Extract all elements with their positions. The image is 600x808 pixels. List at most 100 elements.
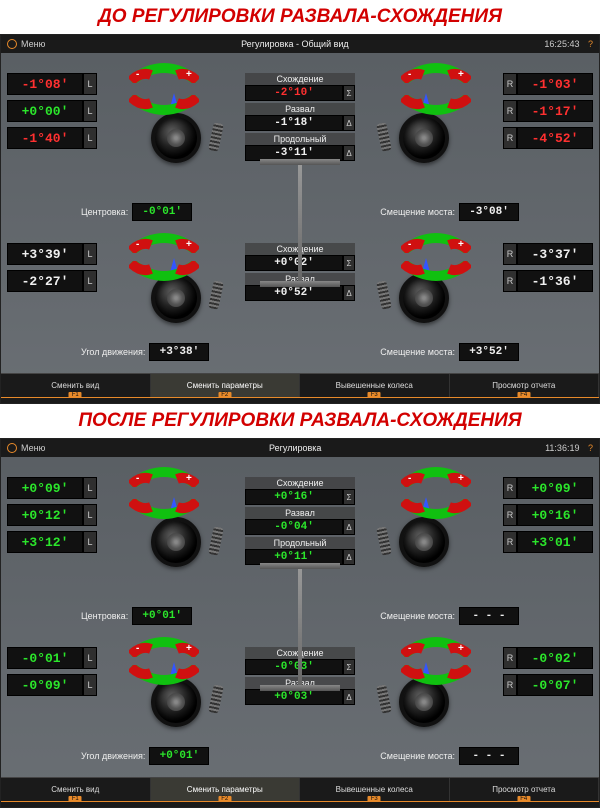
- delta-tag: Δ: [343, 689, 355, 705]
- bot-label: Центровка:: [81, 207, 128, 217]
- svg-text:+: +: [186, 239, 192, 250]
- jacked-wheels-button[interactable]: Вывешенные колесаF3: [300, 778, 450, 801]
- wheel-front-left-graphic: [151, 517, 201, 567]
- app-header: Меню Регулировка - Общий вид 16:25:43 ?: [1, 35, 599, 53]
- svg-text:+: +: [186, 643, 192, 654]
- spring-graphic: [208, 122, 224, 151]
- value-box: +0°01': [132, 607, 192, 625]
- delta-tag: Δ: [343, 519, 355, 535]
- jacked-wheels-button[interactable]: Вывешенные колесаF3: [300, 374, 450, 397]
- sum-tag: Σ: [343, 659, 355, 675]
- bot-label: Смещение моста:: [380, 207, 455, 217]
- panel-before: Меню Регулировка - Общий вид 16:25:43 ? …: [0, 34, 600, 404]
- app-header: Меню Регулировка 11:36:19 ?: [1, 439, 599, 457]
- value-box: +0°16': [517, 504, 593, 526]
- footer-toolbar: Сменить видF1 Сменить параметрыF2 Вывеше…: [1, 373, 599, 397]
- rear-thrust-angle: Угол движения: +3°38': [81, 343, 209, 361]
- spring-graphic: [376, 684, 392, 713]
- header-title: Регулировка - Общий вид: [45, 39, 544, 49]
- gauge-arc: [129, 665, 199, 687]
- bot-label: Угол движения:: [81, 347, 145, 357]
- front-centering: Центровка: -0°01': [81, 203, 192, 221]
- front-right-values: -1°03'R -1°17'R -4°52'R: [503, 73, 593, 154]
- value-box: +0°02': [245, 255, 343, 271]
- change-params-button[interactable]: Сменить параметрыF2: [151, 778, 301, 801]
- svg-text:+: +: [186, 473, 192, 484]
- value-box: -1°18': [245, 115, 343, 131]
- rear-axle-offset: Смещение моста: +3°52': [380, 343, 519, 361]
- gauge-arc: -+: [401, 465, 471, 487]
- front-left-values: +0°09'L +0°12'L +3°12'L: [7, 477, 97, 558]
- side-tag: R: [503, 674, 517, 696]
- menu-label[interactable]: Меню: [21, 443, 45, 453]
- fn-label: F2: [218, 796, 231, 802]
- fn-label: F2: [218, 392, 231, 398]
- gauge-arc: -+: [401, 635, 471, 657]
- front-center-values: Схождение -2°10'Σ Развал -1°18'Δ Продоль…: [245, 73, 355, 163]
- sum-tag: Σ: [343, 489, 355, 505]
- value-box: +0°52': [245, 285, 343, 301]
- svg-text:-: -: [408, 69, 411, 80]
- gauge-arc: -+: [129, 635, 199, 657]
- value-box: -0°02': [517, 647, 593, 669]
- gauge-arc: -+: [129, 465, 199, 487]
- rear-right-values: -0°02'R -0°07'R: [503, 647, 593, 701]
- svg-text:-: -: [136, 473, 139, 484]
- fn-label: F3: [368, 392, 381, 398]
- delta-tag: Δ: [343, 549, 355, 565]
- svg-text:+: +: [186, 69, 192, 80]
- value-box: -1°36': [517, 270, 593, 292]
- help-icon[interactable]: ?: [588, 443, 593, 453]
- menu-icon[interactable]: [7, 39, 17, 49]
- view-report-button[interactable]: Просмотр отчетаF4: [450, 374, 600, 397]
- svg-text:+: +: [458, 643, 464, 654]
- value-box: -1°17': [517, 100, 593, 122]
- value-box: +3°38': [149, 343, 209, 361]
- fn-label: F4: [517, 796, 530, 802]
- help-icon[interactable]: ?: [588, 39, 593, 49]
- view-report-button[interactable]: Просмотр отчетаF4: [450, 778, 600, 801]
- value-box: -2°10': [245, 85, 343, 101]
- delta-tag: Δ: [343, 145, 355, 161]
- spring-graphic: [376, 122, 392, 151]
- value-box: -0°03': [245, 659, 343, 675]
- rear-left-values: +3°39'L -2°27'L: [7, 243, 97, 297]
- fn-label: F1: [69, 796, 82, 802]
- center-label: Развал: [245, 103, 355, 115]
- change-view-button[interactable]: Сменить видF1: [1, 778, 151, 801]
- value-box: +0°16': [245, 489, 343, 505]
- rear-left-values: -0°01'L -0°09'L: [7, 647, 97, 701]
- front-axle-offset: Смещение моста: -3°08': [380, 203, 519, 221]
- center-label: Схождение: [245, 477, 355, 489]
- side-tag: L: [83, 477, 97, 499]
- value-box: -1°40': [7, 127, 83, 149]
- value-box: -2°27': [7, 270, 83, 292]
- svg-text:+: +: [458, 473, 464, 484]
- svg-text:-: -: [408, 473, 411, 484]
- title-before: ДО РЕГУЛИРОВКИ РАЗВАЛА-СХОЖДЕНИЯ: [0, 0, 600, 34]
- gauge-arc: [129, 261, 199, 283]
- side-tag: L: [83, 504, 97, 526]
- gauge-arc: [129, 95, 199, 117]
- spring-graphic: [208, 526, 224, 555]
- gauge-arc: -+: [129, 61, 199, 83]
- spring-graphic: [376, 526, 392, 555]
- value-box: -0°01': [7, 647, 83, 669]
- rear-axle-offset: Смещение моста: - - -: [380, 747, 519, 765]
- side-tag: R: [503, 531, 517, 553]
- center-label: Схождение: [245, 73, 355, 85]
- front-centering: Центровка: +0°01': [81, 607, 192, 625]
- footer-toolbar: Сменить видF1 Сменить параметрыF2 Вывеше…: [1, 777, 599, 801]
- chassis-graphic: [298, 567, 302, 687]
- change-params-button[interactable]: Сменить параметрыF2: [151, 374, 301, 397]
- menu-icon[interactable]: [7, 443, 17, 453]
- wheel-front-right-graphic: [399, 113, 449, 163]
- menu-label[interactable]: Меню: [21, 39, 45, 49]
- front-axle-offset: Смещение моста: - - -: [380, 607, 519, 625]
- change-view-button[interactable]: Сменить видF1: [1, 374, 151, 397]
- value-box: +0°09': [7, 477, 83, 499]
- spring-graphic: [208, 684, 224, 713]
- side-tag: L: [83, 270, 97, 292]
- main-area: +0°09'L +0°12'L +3°12'L +0°09'R +0°16'R …: [1, 457, 599, 777]
- value-box: +0°03': [245, 689, 343, 705]
